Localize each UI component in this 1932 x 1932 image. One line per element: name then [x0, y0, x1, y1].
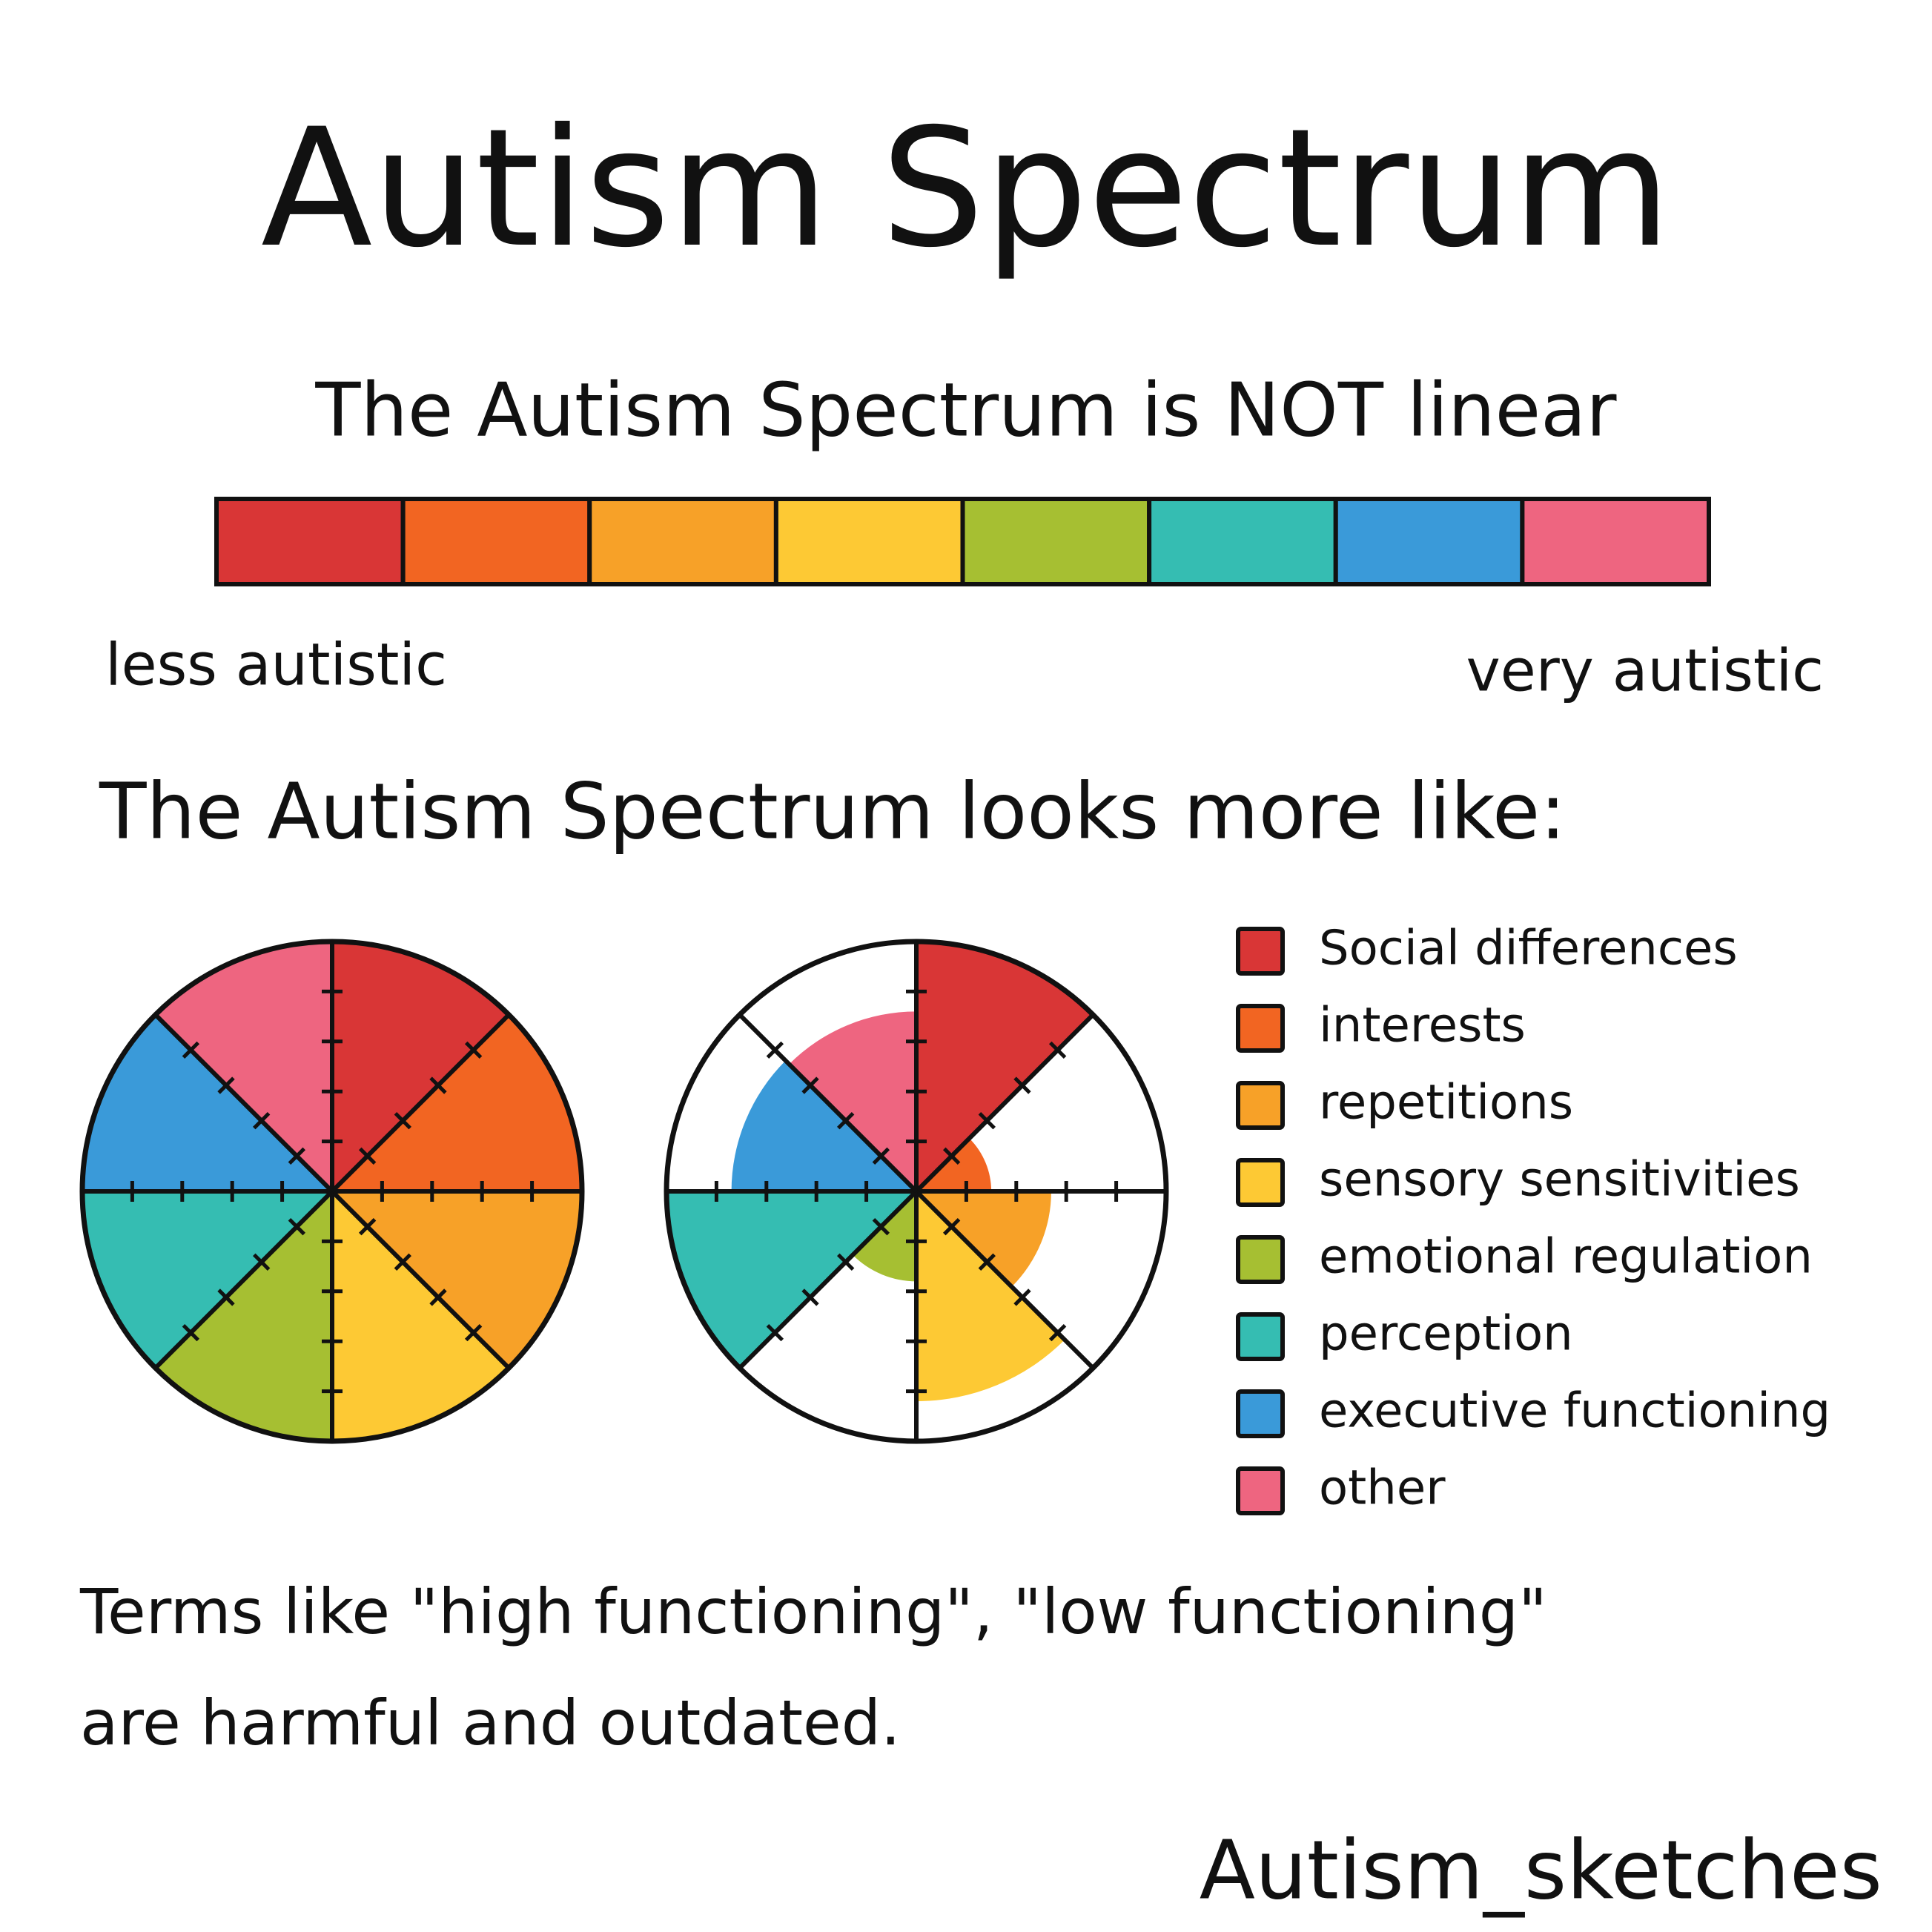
tick-mark [253, 1112, 271, 1130]
sector [789, 1011, 916, 1191]
sector [332, 1191, 509, 1441]
legend-swatch [1236, 1158, 1285, 1207]
tick-mark [942, 1147, 961, 1165]
tick-mark [358, 1147, 377, 1165]
tick-mark [978, 1253, 996, 1271]
tick-mark [464, 1041, 483, 1059]
spoke [914, 1189, 1095, 1370]
tick-mark [1013, 1076, 1031, 1094]
sector [916, 1138, 992, 1191]
tick-mark [872, 1217, 890, 1236]
tick-mark [801, 1288, 819, 1306]
sector [155, 942, 332, 1191]
spoke [330, 1189, 511, 1370]
left-label: less autistic [105, 632, 447, 698]
tick-mark [942, 1217, 961, 1236]
subtitle: The Autism Spectrum is NOT linear [314, 366, 1617, 453]
tick-mark [358, 1217, 377, 1236]
sector [916, 942, 1094, 1191]
tick-mark [394, 1253, 411, 1271]
tick-mark [766, 1323, 784, 1342]
legend-swatch [1236, 1235, 1285, 1284]
tick-mark [837, 1112, 855, 1130]
sector [666, 1191, 916, 1369]
tick-mark [872, 1147, 890, 1165]
tick-mark [429, 1076, 447, 1094]
tick-mark [288, 1147, 306, 1165]
title: Autism Spectrum [261, 93, 1671, 283]
legend-swatch [1236, 1312, 1285, 1361]
tick-mark [253, 1253, 271, 1271]
legend-swatch [1236, 1004, 1285, 1053]
legend-swatch [1236, 1466, 1285, 1515]
spoke [738, 1013, 919, 1194]
spectrum-segment [587, 497, 778, 586]
legend-label: Social differences [1319, 922, 1738, 976]
tick-mark [217, 1076, 235, 1094]
spoke [153, 1189, 334, 1370]
sector [731, 1060, 916, 1191]
sector [916, 1191, 1051, 1287]
sector [82, 1191, 332, 1369]
sector [332, 942, 509, 1191]
spectrum-segment [400, 497, 592, 586]
tick-mark [766, 1041, 784, 1059]
tick-mark [429, 1288, 447, 1306]
legend-swatch [1236, 927, 1285, 976]
chart-outline [664, 939, 1169, 1444]
intro-text: The Autism Spectrum looks more like: [99, 766, 1566, 856]
sector [332, 1191, 582, 1369]
tick-mark [837, 1253, 855, 1271]
tick-mark [978, 1112, 996, 1130]
spectrum-segment [773, 497, 965, 586]
tick-mark [182, 1041, 200, 1059]
tick-mark [217, 1288, 235, 1306]
tick-mark [182, 1323, 200, 1342]
legend-label: interests [1319, 999, 1526, 1053]
legend-label: other [1319, 1461, 1446, 1516]
sector [916, 1191, 1065, 1402]
sector [332, 1014, 582, 1191]
tick-mark [1048, 1323, 1067, 1342]
tick-mark [288, 1217, 306, 1236]
tick-mark [1013, 1288, 1031, 1306]
footer-line: are harmful and outdated. [80, 1687, 901, 1759]
credit: Autism_sketches [1200, 1822, 1882, 1917]
tick-mark [1048, 1041, 1067, 1059]
spectrum-segment [960, 497, 1152, 586]
tick-mark [801, 1076, 819, 1094]
spoke [153, 1013, 334, 1194]
spoke [914, 1013, 1095, 1194]
legend-swatch [1236, 1081, 1285, 1130]
legend-label: executive functioning [1319, 1384, 1830, 1439]
spectrum-segment [1520, 497, 1711, 586]
chart-outline [79, 939, 585, 1444]
legend-label: perception [1319, 1307, 1573, 1362]
spectrum-segment [214, 497, 406, 586]
spectrum-segment [1333, 497, 1525, 586]
tick-mark [394, 1112, 411, 1130]
tick-mark [464, 1323, 483, 1342]
legend-label: sensory sensitivities [1319, 1153, 1800, 1208]
sector [853, 1191, 916, 1282]
legend-label: emotional regulation [1319, 1230, 1813, 1285]
spoke [330, 1013, 511, 1194]
right-label: very autistic [1466, 638, 1824, 704]
footer-line: Terms like "high functioning", "low func… [79, 1575, 1547, 1648]
sector [82, 1014, 332, 1191]
spectrum-segment [1147, 497, 1338, 586]
spoke [738, 1189, 919, 1370]
legend-swatch [1236, 1389, 1285, 1438]
sector [155, 1191, 332, 1441]
legend-label: repetitions [1319, 1076, 1573, 1131]
